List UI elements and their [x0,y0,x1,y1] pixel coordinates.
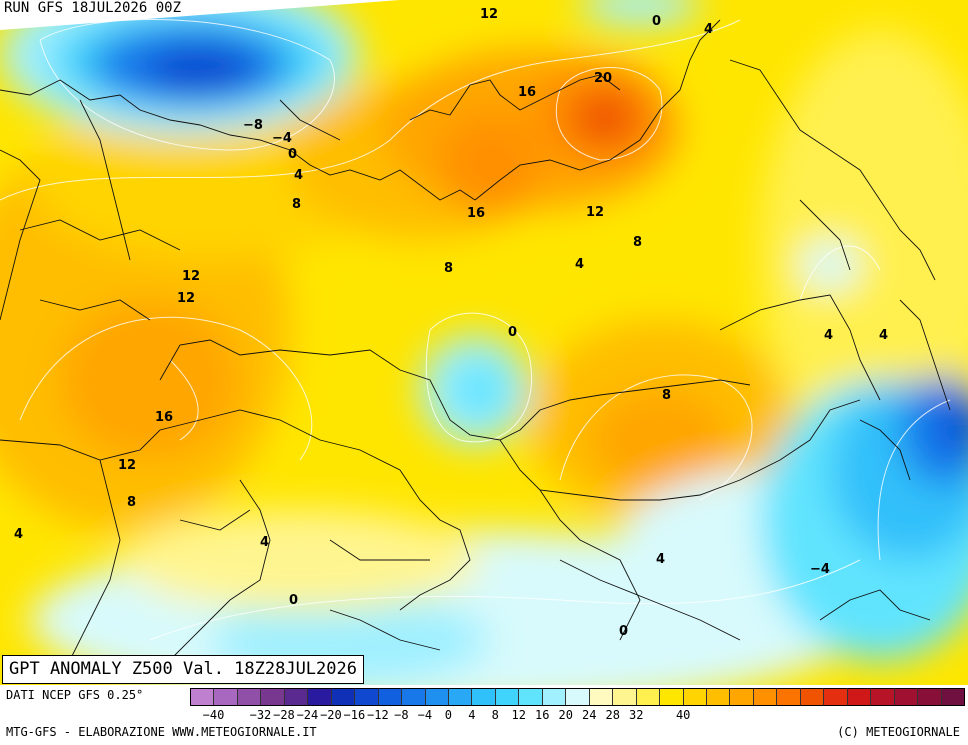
legend-swatch [730,689,754,705]
contour-label: 8 [633,235,642,250]
legend-tick-label: −16 [343,708,366,722]
legend-tick-label: 12 [511,708,527,722]
legend-tick-label: 32 [628,708,644,722]
legend-swatch [495,689,520,705]
legend-swatch [800,689,825,705]
contour-label: 16 [467,206,485,221]
contour-label: 0 [289,593,298,608]
contour-label: 4 [824,328,833,343]
contour-label: 20 [594,71,612,86]
anomaly-map: 12 0 4 20 16 16 12 8 8 4 −8 −4 0 4 8 12 … [0,0,968,685]
legend-swatch [613,689,637,705]
contour-label: −4 [272,131,292,146]
contour-label: 12 [586,205,604,220]
contour-label: 0 [619,624,628,639]
contour-label: 12 [118,458,136,473]
contour-label: 8 [292,197,301,212]
credit-right: (C) METEOGIORNALE [837,725,960,739]
legend-swatch [261,689,285,705]
legend-swatch [918,689,942,705]
legend-swatch [284,689,309,705]
legend-swatch [214,689,238,705]
legend-swatch [472,689,496,705]
anomaly-field [0,0,968,685]
legend-swatch [542,689,567,705]
legend-tick-label: −24 [296,708,319,722]
legend-swatch [378,689,403,705]
legend-tick-label: −12 [367,708,389,722]
contour-label: 12 [480,7,498,22]
legend-tick-label: 24 [582,708,597,722]
legend-swatch [191,689,215,705]
legend-swatch [425,689,449,705]
legend-swatch [683,689,707,705]
legend-tick-label: 20 [558,708,573,722]
legend-swatch [824,689,848,705]
contour-label: 4 [704,22,713,37]
legend-swatch [871,689,895,705]
legend-tick-label: 0 [444,708,452,722]
contour-label: 12 [182,269,200,284]
legend-swatch [589,689,614,705]
contour-label: 4 [294,168,303,183]
legend-swatch [706,689,731,705]
legend-tick-label: −8 [394,708,409,722]
contour-labels: 12 0 4 20 16 16 12 8 8 4 −8 −4 0 4 8 12 … [14,7,888,639]
contour-label: 8 [444,261,453,276]
legend-swatch [636,689,661,705]
contour-label: 8 [662,388,671,403]
map-title: GPT ANOMALY Z500 Val. 18Z28JUL2026 [2,655,364,684]
data-source: DATI NCEP GFS 0.25° [6,688,144,702]
legend-swatch [894,689,919,705]
contour-label: 16 [518,85,536,100]
contour-label: 4 [14,527,23,542]
legend-tick-label: 16 [535,708,550,722]
contour-label: 4 [879,328,888,343]
legend-tick-label: 40 [675,708,691,722]
legend-swatch [331,689,356,705]
contour-label: 4 [260,535,269,550]
contour-label: 4 [656,552,665,567]
legend-swatch [660,689,684,705]
legend-swatch [941,689,964,705]
legend-swatch [355,689,379,705]
legend-tick-label: −28 [273,708,295,722]
borders [0,19,951,661]
run-label: RUN GFS 18JUL2026 00Z [4,0,182,16]
legend-tick-label: 8 [491,708,499,722]
legend-swatch [448,689,473,705]
legend-tick-label: 4 [468,708,476,722]
legend-tick-label: −40 [202,708,225,722]
legend-swatch [237,689,262,705]
legend-ticks: −40 −32 −28 −24 −20 −16 −12 −8 −4 0 4 8 12 16 20 24 28 32… [190,708,965,722]
legend-swatch [777,689,801,705]
legend-swatch [753,689,778,705]
legend-tick-label: −32 [249,708,272,722]
legend-swatch [847,689,872,705]
contour-label: −4 [810,562,830,577]
legend-tick-label: −20 [320,708,342,722]
contour-label: 0 [652,14,661,29]
contour-label: 0 [288,147,297,162]
contour-label: 8 [127,495,136,510]
contour-label: 16 [155,410,173,425]
legend-swatch [402,689,426,705]
contour-label: 4 [575,257,584,272]
legend-swatch [519,689,543,705]
contour-label: 0 [508,325,517,340]
contour-label: −8 [243,118,263,133]
color-legend [190,688,965,706]
legend-swatch [308,689,332,705]
legend-tick-label: 28 [605,708,620,722]
legend-tick-label: −4 [417,708,433,722]
legend-swatch [566,689,590,705]
credit-left: MTG-GFS - ELABORAZIONE WWW.METEOGIORNALE… [6,725,317,739]
contour-label: 12 [177,291,195,306]
